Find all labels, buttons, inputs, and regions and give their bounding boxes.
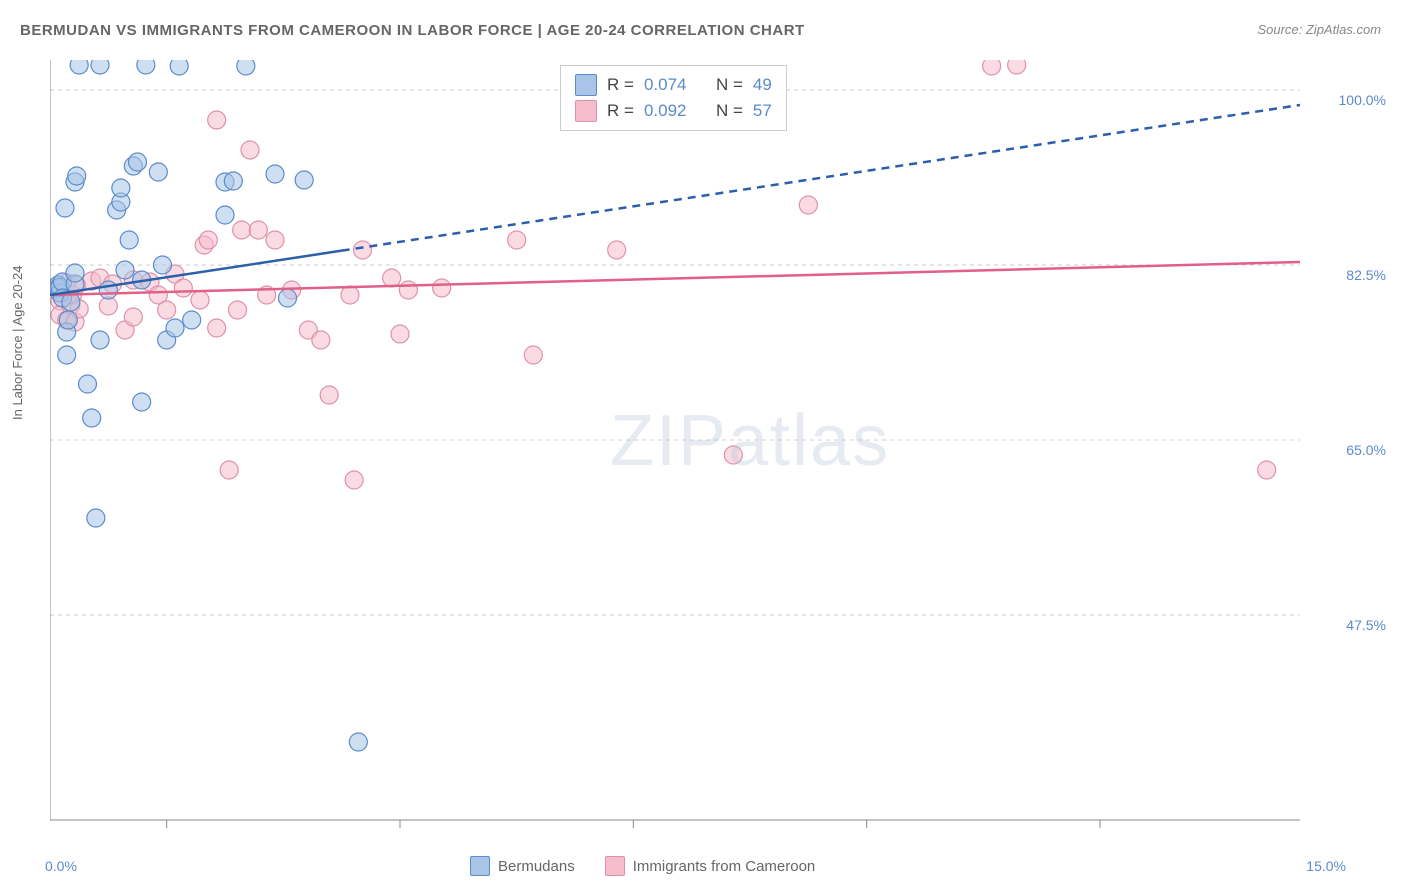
- stat-row-bermudans: R = 0.074 N = 49: [575, 72, 772, 98]
- legend-swatch-cameroon-icon: [605, 856, 625, 876]
- y-tick-100: 100.0%: [1339, 92, 1386, 108]
- correlation-stats-box: R = 0.074 N = 49 R = 0.092 N = 57: [560, 65, 787, 131]
- swatch-cameroon-icon: [575, 100, 597, 122]
- r-label: R =: [607, 98, 634, 124]
- swatch-bermudans-icon: [575, 74, 597, 96]
- y-axis-label: In Labor Force | Age 20-24: [10, 266, 25, 420]
- legend: Bermudans Immigrants from Cameroon: [470, 856, 815, 876]
- legend-item-bermudans: Bermudans: [470, 856, 575, 876]
- legend-swatch-bermudans-icon: [470, 856, 490, 876]
- x-tick-0: 0.0%: [45, 858, 77, 874]
- y-tick-65: 65.0%: [1346, 442, 1386, 458]
- y-tick-47-5: 47.5%: [1346, 617, 1386, 633]
- scatter-chart: [50, 60, 1360, 840]
- n-value-bermudans: 49: [753, 72, 772, 98]
- chart-title: BERMUDAN VS IMMIGRANTS FROM CAMEROON IN …: [20, 22, 805, 39]
- legend-label-bermudans: Bermudans: [498, 858, 575, 875]
- n-label: N =: [716, 98, 743, 124]
- source-label: Source: ZipAtlas.com: [1257, 22, 1381, 37]
- r-value-bermudans: 0.074: [644, 72, 687, 98]
- legend-label-cameroon: Immigrants from Cameroon: [633, 858, 816, 875]
- stat-row-cameroon: R = 0.092 N = 57: [575, 98, 772, 124]
- legend-item-cameroon: Immigrants from Cameroon: [605, 856, 816, 876]
- n-value-cameroon: 57: [753, 98, 772, 124]
- y-tick-82-5: 82.5%: [1346, 267, 1386, 283]
- r-label: R =: [607, 72, 634, 98]
- x-tick-15: 15.0%: [1306, 858, 1346, 874]
- n-label: N =: [716, 72, 743, 98]
- r-value-cameroon: 0.092: [644, 98, 687, 124]
